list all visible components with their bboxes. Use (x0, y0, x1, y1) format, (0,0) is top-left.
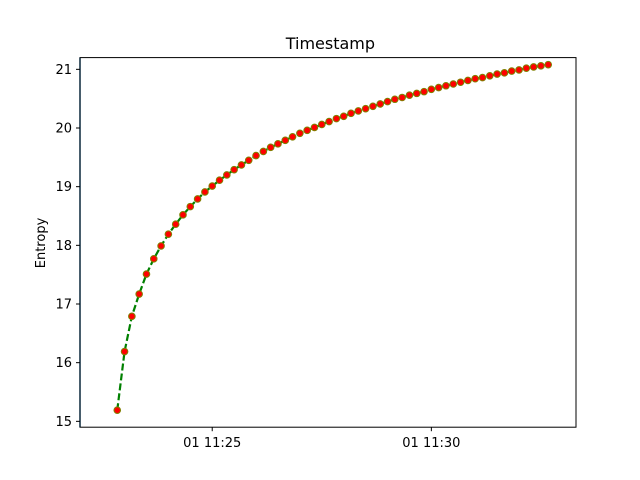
data-point (339, 112, 348, 121)
data-point (383, 97, 392, 106)
data-point (529, 63, 538, 71)
data-point (237, 161, 246, 169)
data-point (456, 78, 465, 87)
data-point (398, 93, 406, 102)
y-tick-label: 17 (55, 298, 72, 313)
x-tick-label: 01 11:25 (183, 436, 241, 451)
data-point (522, 64, 531, 72)
data-point (142, 270, 151, 278)
data-point (266, 143, 275, 152)
y-tick-label: 21 (55, 63, 72, 78)
data-point (128, 312, 136, 321)
data-point (507, 67, 516, 75)
data-point (449, 80, 458, 88)
data-point (391, 95, 399, 104)
data-point (274, 140, 282, 148)
data-point (500, 69, 509, 77)
data-point (288, 133, 297, 141)
data-point (208, 182, 217, 190)
data-point (317, 120, 326, 129)
data-point (493, 70, 501, 78)
data-point (120, 347, 129, 356)
data-point (369, 102, 377, 111)
data-point (149, 255, 158, 263)
data-point (537, 62, 545, 70)
data-point (230, 165, 238, 174)
data-point (135, 290, 143, 298)
data-point (157, 242, 165, 250)
y-tick-label: 19 (55, 180, 72, 195)
data-point (471, 74, 479, 83)
data-point (186, 202, 195, 211)
plot-area (79, 57, 553, 428)
y-axis-label: Entropy (34, 217, 49, 268)
data-point (296, 129, 304, 138)
data-point (215, 176, 224, 185)
data-point (193, 195, 202, 203)
data-point (281, 136, 290, 145)
data-point (201, 188, 209, 196)
data-point (252, 151, 260, 160)
data-point (164, 230, 173, 238)
data-point (179, 211, 187, 219)
data-point (332, 114, 341, 123)
data-point (434, 83, 443, 92)
data-point (244, 156, 253, 165)
data-point (354, 107, 363, 115)
y-tick-label: 16 (55, 356, 72, 371)
data-point (420, 87, 428, 96)
data-point (303, 126, 311, 135)
data-point (427, 85, 436, 94)
data-point (325, 117, 333, 126)
data-point (376, 100, 385, 108)
y-tick-label: 15 (55, 415, 72, 430)
data-point (259, 147, 268, 156)
data-point (347, 109, 355, 118)
data-point (486, 71, 494, 80)
y-tick-label: 20 (55, 122, 72, 137)
data-point (223, 171, 231, 179)
data-point (361, 104, 370, 113)
data-point (464, 76, 472, 85)
plot-frame (79, 57, 577, 428)
y-tick-label: 18 (55, 239, 72, 254)
data-point (405, 91, 414, 99)
data-point (113, 406, 122, 414)
data-point (544, 60, 553, 69)
data-point (442, 81, 450, 90)
data-point (478, 73, 487, 82)
x-tick-label: 01 11:30 (402, 436, 460, 451)
data-point (515, 66, 523, 74)
data-point (412, 89, 421, 98)
data-point (171, 220, 180, 229)
data-point (310, 123, 319, 132)
chart-title: Timestamp (285, 34, 375, 53)
axis-ticks: 15 16 17 18 19 20 21 01 11:25 01 11:30 (55, 63, 460, 451)
